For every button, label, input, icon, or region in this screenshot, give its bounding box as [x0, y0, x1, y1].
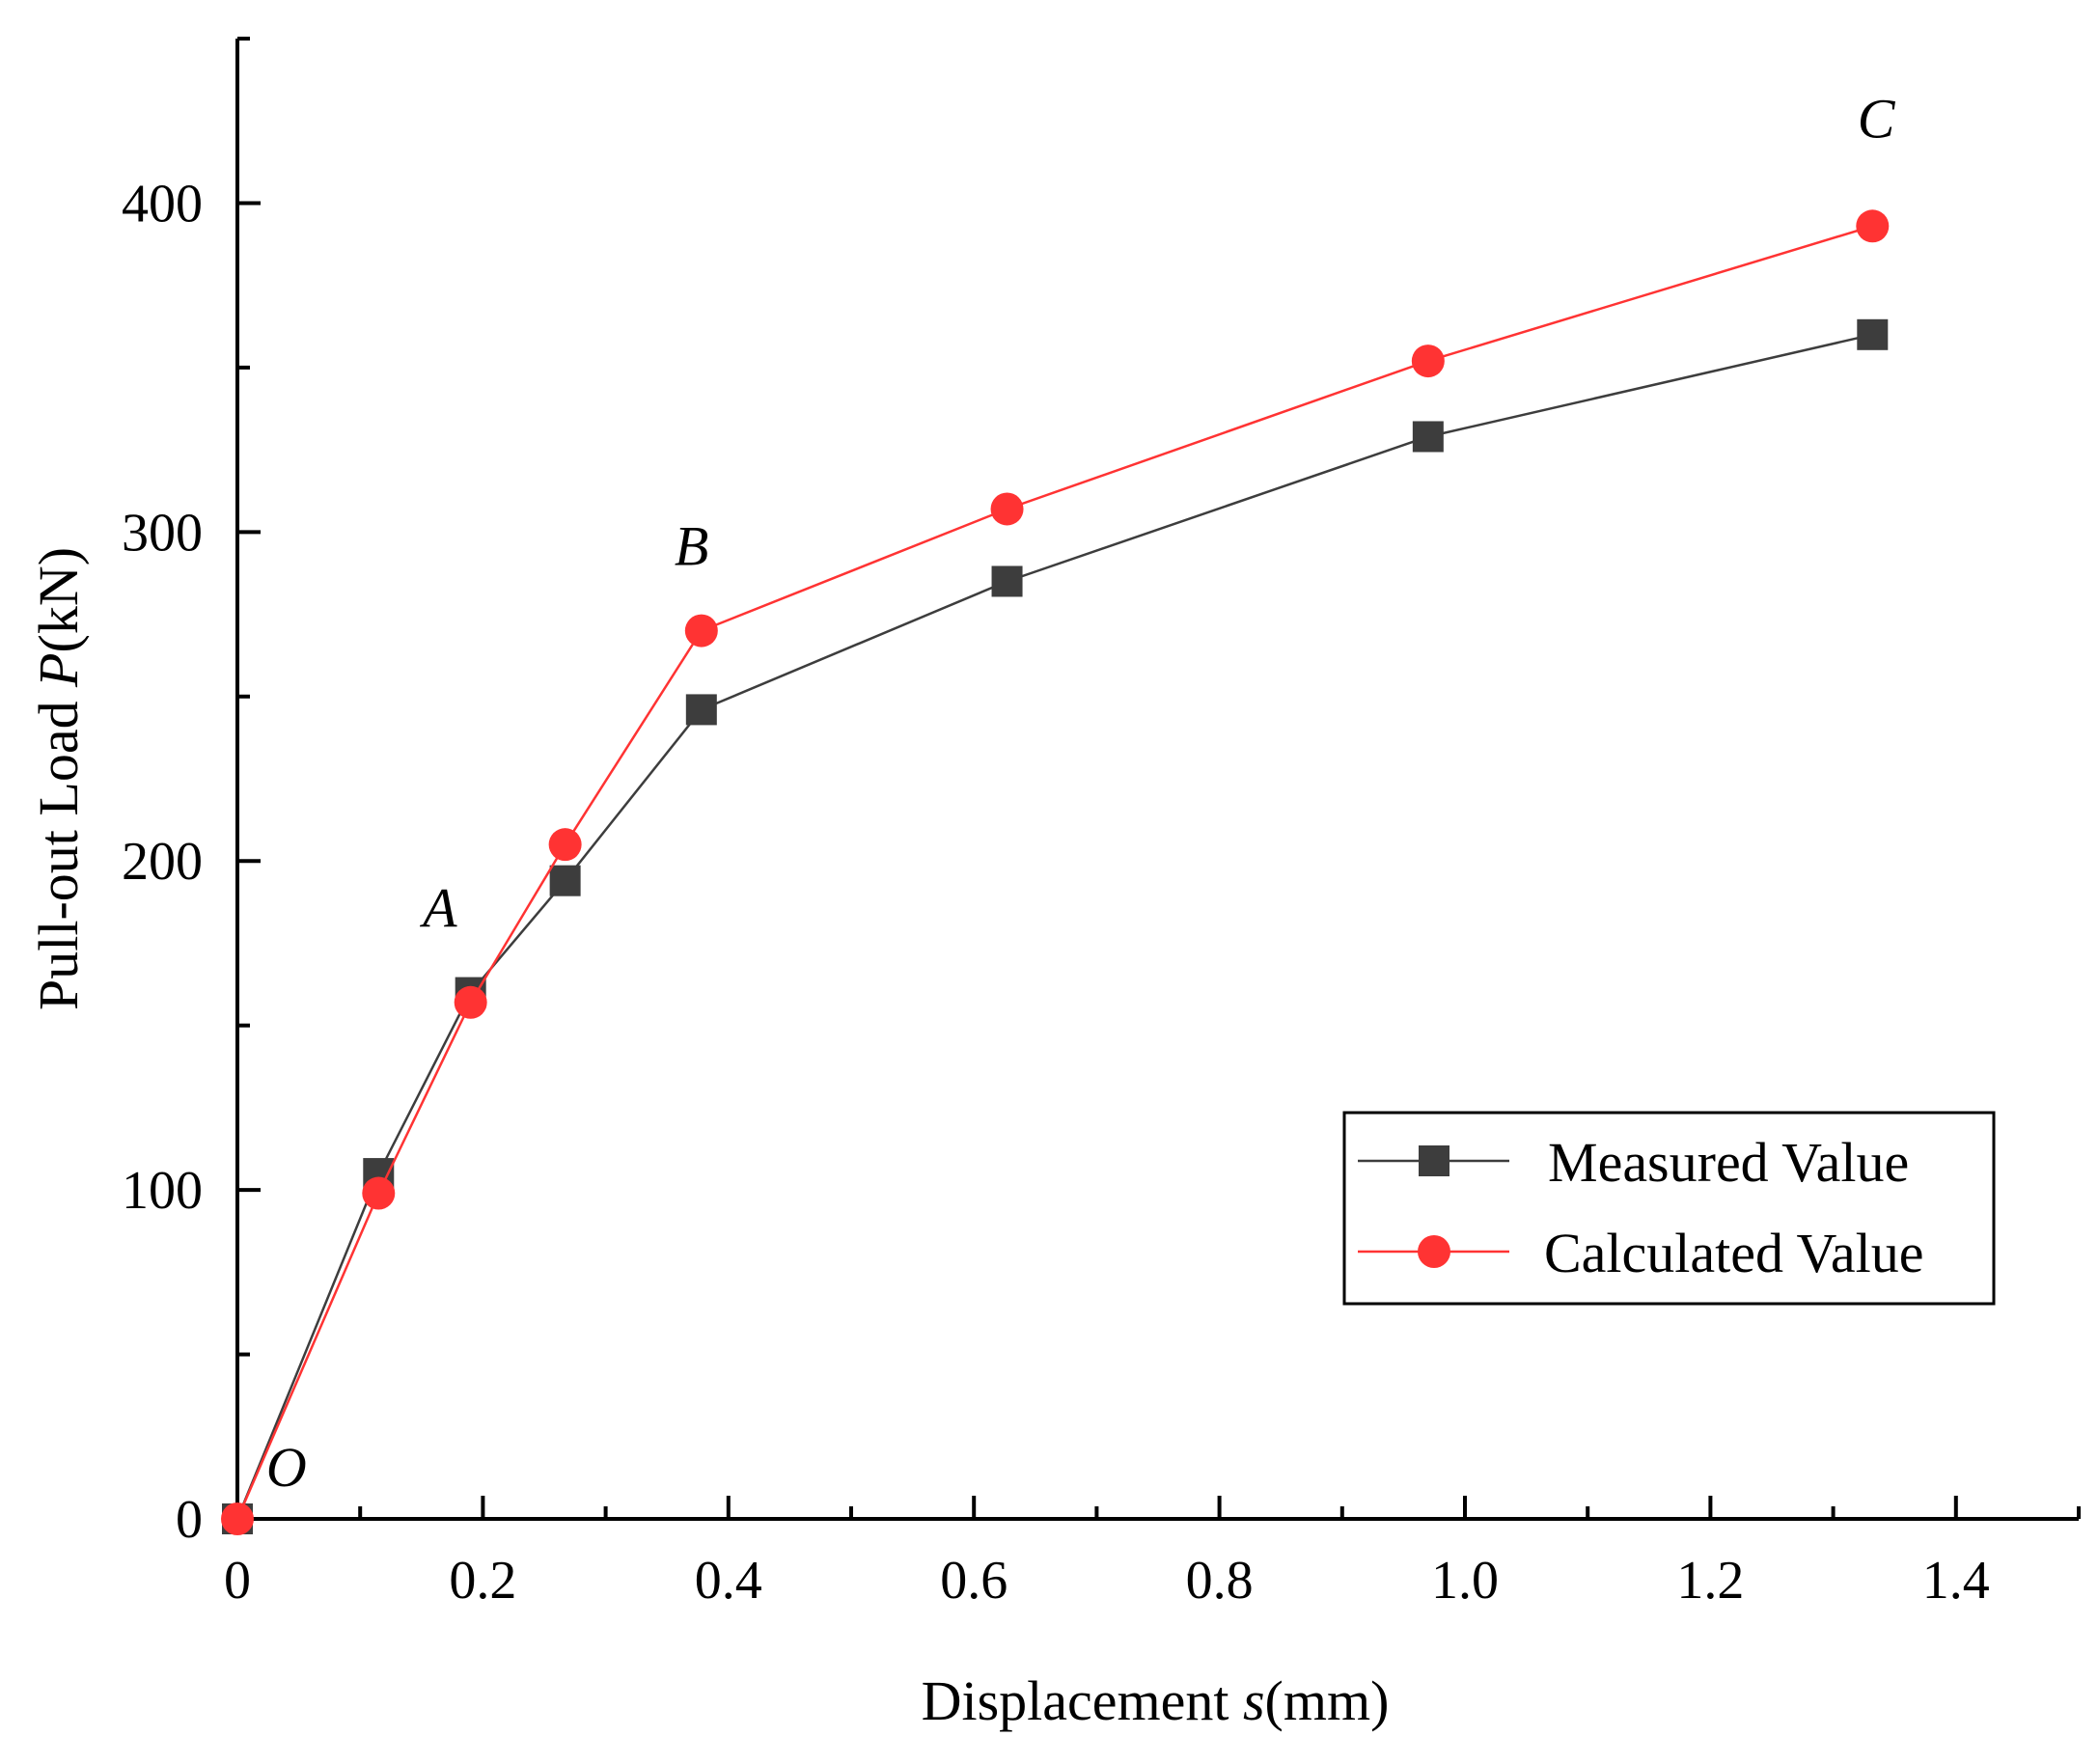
legend-marker-calculated — [1418, 1235, 1450, 1268]
x-tick-label: 0 — [224, 1551, 251, 1611]
x-tick-label: 0.8 — [1186, 1551, 1254, 1611]
legend-label-calculated: Calculated Value — [1544, 1222, 1924, 1284]
data-point-calculated-value — [362, 1176, 396, 1210]
data-point-calculated-value — [684, 614, 718, 648]
data-point-calculated-value — [221, 1502, 254, 1535]
y-tick-label: 100 — [122, 1161, 203, 1221]
legend-marker-measured — [1419, 1145, 1449, 1176]
data-point-calculated-value — [990, 492, 1024, 526]
y-axis-title: Pull-out Load P(kN) — [27, 547, 90, 1010]
x-tick-label: 1.0 — [1431, 1551, 1499, 1611]
y-tick-label: 400 — [122, 174, 203, 234]
legend-label-measured: Measured Value — [1548, 1131, 1909, 1194]
y-tick-label: 300 — [122, 503, 203, 563]
data-point-calculated-value — [1856, 209, 1890, 243]
y-axis-ticks: 0 100 200 300 400 — [122, 37, 261, 1550]
point-label-c: C — [1858, 87, 1896, 150]
point-label-a: A — [419, 876, 457, 939]
data-point-measured-value — [1857, 318, 1889, 350]
y-tick-label: 0 — [176, 1490, 203, 1550]
x-tick-label: 0.4 — [695, 1551, 762, 1611]
y-tick-label: 200 — [122, 832, 203, 892]
x-tick-label: 0.6 — [940, 1551, 1008, 1611]
plot-area: 0 0.2 0.4 0.6 0.8 1.0 1.2 1.4 0 100 200 300 400 O A B… — [122, 37, 2081, 1611]
data-point-measured-value — [549, 865, 581, 896]
x-tick-label: 1.2 — [1676, 1551, 1744, 1611]
data-point-calculated-value — [548, 828, 582, 862]
series-line-calculated-value — [235, 225, 1873, 1520]
x-tick-label: 0.2 — [449, 1551, 516, 1611]
point-label-b: B — [675, 514, 708, 577]
data-point-measured-value — [991, 565, 1023, 597]
data-point-calculated-value — [454, 985, 487, 1019]
legend: Measured Value Calculated Value — [1342, 1111, 1996, 1306]
point-annotations: O A B C — [266, 87, 1896, 1499]
series-measured-value — [222, 318, 1889, 1534]
data-point-calculated-value — [1411, 345, 1445, 378]
x-tick-label: 1.4 — [1922, 1551, 1990, 1611]
series-layer — [221, 209, 1890, 1535]
data-point-measured-value — [685, 694, 717, 726]
data-point-measured-value — [1412, 421, 1444, 453]
legend-box — [1342, 1111, 1996, 1306]
x-axis-ticks: 0 0.2 0.4 0.6 0.8 1.0 1.2 1.4 — [224, 1496, 2081, 1611]
series-line-measured-value — [235, 333, 1873, 1520]
point-label-o: O — [266, 1436, 307, 1499]
series-calculated-value — [221, 209, 1890, 1535]
x-axis-title: Displacement s(mm) — [922, 1669, 1390, 1732]
